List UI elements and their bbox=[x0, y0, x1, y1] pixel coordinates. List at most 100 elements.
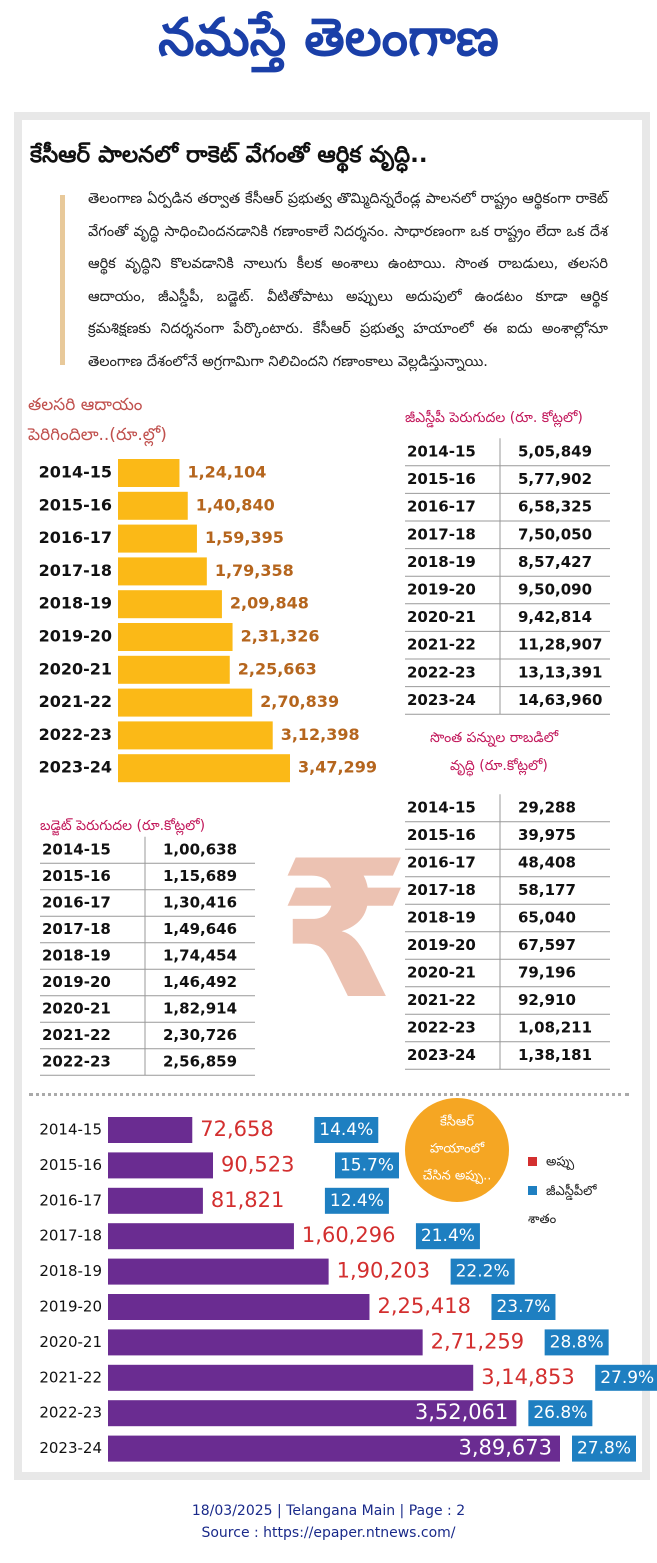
year-cell: 2018-19 bbox=[407, 909, 476, 927]
year-cell: 2021-22 bbox=[407, 636, 476, 654]
year-cell: 2020-21 bbox=[407, 608, 476, 626]
year-label: 2023-24 bbox=[39, 1439, 102, 1457]
year-label: 2015-16 bbox=[39, 495, 112, 514]
bar bbox=[118, 491, 188, 520]
percent-box bbox=[450, 1258, 515, 1285]
value-cell: 79,196 bbox=[518, 964, 576, 982]
year-label: 2021-22 bbox=[39, 692, 112, 711]
percent-label: 21.4% bbox=[421, 1226, 475, 1246]
percent-box bbox=[415, 1223, 480, 1250]
body-text: తెలంగాణ ఏర్పడిన తర్వాత కేసీఆర్ ప్రభుత్వ … bbox=[88, 191, 608, 370]
bar bbox=[108, 1329, 423, 1356]
value-label: 2,70,839 bbox=[260, 692, 339, 711]
bar bbox=[118, 623, 233, 651]
year-label: 2017-18 bbox=[39, 561, 112, 580]
bar bbox=[118, 655, 230, 684]
value-label: 3,12,398 bbox=[281, 725, 360, 744]
bar bbox=[108, 1364, 474, 1391]
percent-box bbox=[572, 1435, 636, 1462]
year-cell: 2016-17 bbox=[407, 498, 476, 516]
percent-label: 27.8% bbox=[577, 1439, 631, 1459]
value-label: 1,90,203 bbox=[337, 1259, 431, 1283]
year-label: 2023-24 bbox=[39, 758, 112, 777]
percent-box bbox=[544, 1329, 609, 1356]
bar bbox=[118, 590, 222, 619]
value-label: 1,79,358 bbox=[215, 561, 294, 580]
percent-label: 15.7% bbox=[340, 1155, 394, 1175]
percent-box bbox=[528, 1400, 593, 1427]
percent-box bbox=[335, 1152, 400, 1179]
percent-label: 14.4% bbox=[319, 1120, 373, 1140]
footer: 18/03/2025 | Telangana Main | Page : 2 S… bbox=[0, 1500, 657, 1544]
value-label: 1,40,840 bbox=[196, 495, 275, 514]
bar bbox=[118, 524, 197, 553]
year-label: 2014-15 bbox=[39, 1121, 102, 1139]
section-title: పెరిగిందిలా..(రూ.ల్లో) bbox=[27, 425, 167, 447]
value-cell: 1,30,416 bbox=[163, 894, 237, 912]
rupee-decoration: ₹ bbox=[278, 820, 411, 1041]
section-title: తలసరి ఆదాయం bbox=[28, 395, 143, 415]
year-cell: 2020-21 bbox=[407, 964, 476, 982]
value-label: 2,71,259 bbox=[431, 1329, 525, 1353]
section-title: వృద్ధి (రూ.కోట్లలో) bbox=[450, 758, 548, 777]
year-label: 2021-22 bbox=[39, 1368, 102, 1386]
footer-line: Source : https://epaper.ntnews.com/ bbox=[201, 1525, 456, 1541]
year-label: 2019-20 bbox=[39, 1298, 102, 1316]
value-label: 2,25,663 bbox=[238, 659, 317, 678]
bar bbox=[118, 688, 253, 717]
badge-text: హయాంలో bbox=[430, 1142, 486, 1157]
year-cell: 2018-19 bbox=[42, 947, 111, 965]
value-cell: 29,288 bbox=[518, 799, 576, 817]
percent-label: 23.7% bbox=[496, 1297, 550, 1317]
value-cell: 6,58,325 bbox=[518, 498, 592, 516]
year-cell: 2021-22 bbox=[42, 1026, 111, 1044]
value-cell: 1,38,181 bbox=[518, 1046, 592, 1064]
value-cell: 1,49,646 bbox=[163, 920, 237, 938]
value-label: 2,31,326 bbox=[241, 627, 320, 646]
value-cell: 9,50,090 bbox=[518, 581, 592, 599]
percent-label: 27.9% bbox=[600, 1368, 654, 1388]
year-cell: 2022-23 bbox=[42, 1053, 111, 1071]
year-cell: 2023-24 bbox=[407, 1046, 476, 1064]
year-cell: 2017-18 bbox=[407, 525, 476, 543]
value-label: 3,47,299 bbox=[298, 758, 377, 777]
value-cell: 1,08,211 bbox=[518, 1019, 592, 1037]
value-label: 1,59,395 bbox=[205, 528, 284, 547]
year-cell: 2017-18 bbox=[407, 881, 476, 899]
value-label: 81,821 bbox=[211, 1188, 284, 1212]
footer-line: 18/03/2025 | Telangana Main | Page : 2 bbox=[191, 1503, 466, 1519]
bar bbox=[108, 1258, 329, 1285]
value-label: 72,658 bbox=[200, 1117, 273, 1141]
bar bbox=[108, 1223, 294, 1250]
year-label: 2018-19 bbox=[39, 594, 112, 613]
percent-label: 28.8% bbox=[550, 1332, 604, 1352]
percent-label: 12.4% bbox=[330, 1191, 384, 1211]
legend-label: జీఎస్డీపీలో శాతం bbox=[528, 1183, 598, 1227]
value-cell: 9,42,814 bbox=[518, 608, 592, 626]
value-label: 1,24,104 bbox=[187, 463, 266, 482]
value-cell: 1,15,689 bbox=[163, 867, 237, 885]
value-cell: 1,46,492 bbox=[163, 973, 237, 991]
bar bbox=[108, 1294, 370, 1320]
section-title: సొంత పన్నుల రాబడిలో bbox=[430, 730, 560, 747]
percent-label: 22.2% bbox=[456, 1262, 510, 1282]
value-cell: 92,910 bbox=[518, 991, 576, 1009]
value-cell: 1,00,638 bbox=[163, 841, 237, 859]
value-cell: 48,408 bbox=[518, 854, 576, 872]
year-label: 2022-23 bbox=[39, 725, 112, 744]
year-cell: 2014-15 bbox=[407, 799, 476, 817]
year-cell: 2023-24 bbox=[407, 691, 476, 709]
year-cell: 2015-16 bbox=[407, 470, 476, 488]
bar bbox=[108, 1400, 517, 1427]
value-label: 3,14,853 bbox=[481, 1365, 575, 1389]
value-cell: 14,63,960 bbox=[518, 691, 602, 709]
year-label: 2020-21 bbox=[39, 1333, 102, 1351]
badge-text: కేసీఆర్ bbox=[440, 1114, 474, 1130]
value-cell: 1,74,454 bbox=[163, 947, 237, 965]
section-title: బడ్జెట్ పెరుగుదల (రూ.కోట్లలో) bbox=[40, 818, 205, 836]
value-cell: 8,57,427 bbox=[518, 553, 592, 571]
percent-box bbox=[324, 1187, 389, 1214]
value-cell: 2,30,726 bbox=[163, 1026, 237, 1044]
value-cell: 2,56,859 bbox=[163, 1053, 237, 1071]
